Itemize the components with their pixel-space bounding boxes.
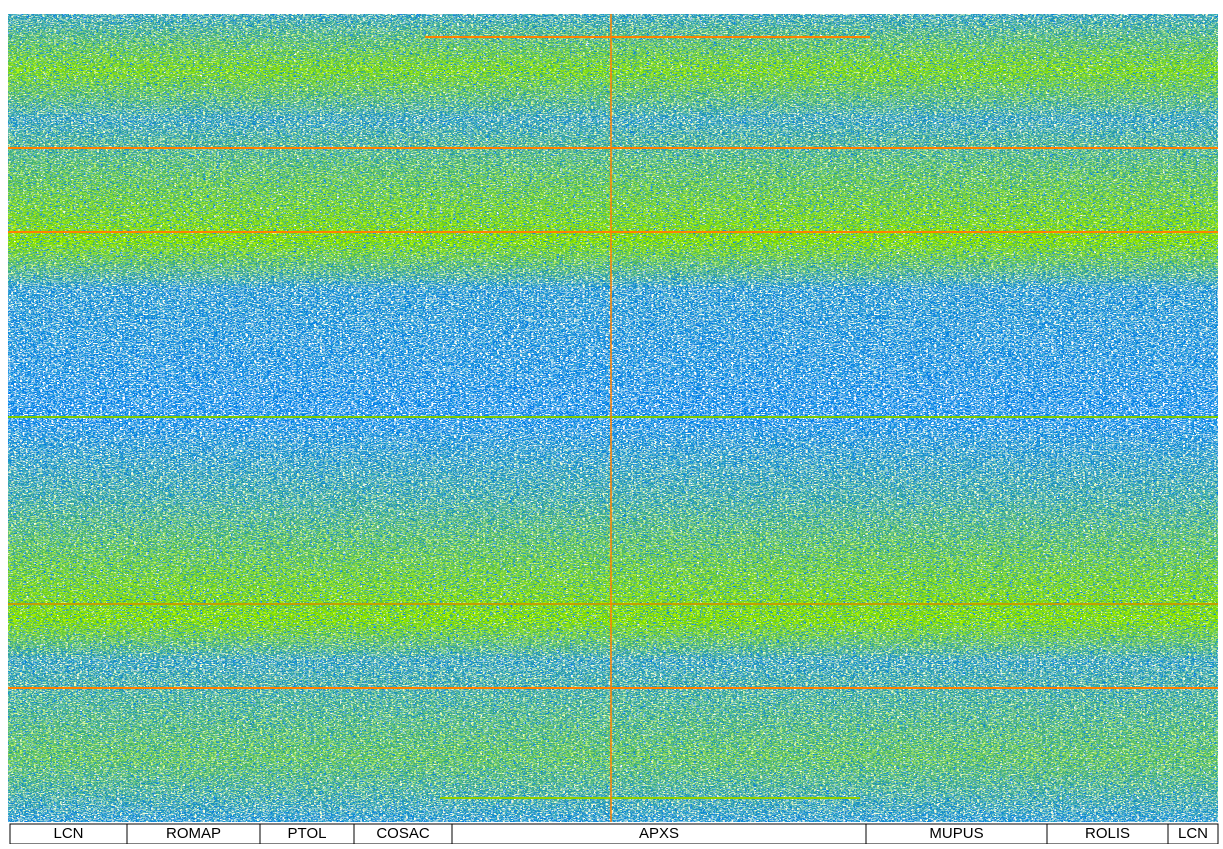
module-label[interactable]: COSAC <box>376 825 430 842</box>
module-label[interactable]: ROMAP <box>166 825 221 842</box>
module-label[interactable]: LCN <box>1178 825 1208 842</box>
module-label[interactable]: ROLIS <box>1085 825 1130 842</box>
module-label[interactable]: MUPUS <box>929 825 983 842</box>
module-label[interactable]: PTOL <box>288 825 327 842</box>
module-bar: LCN ROMAP PTOL COSAC APXS MUPUS ROLIS LCN <box>9 823 1219 845</box>
module-label[interactable]: LCN <box>53 825 83 842</box>
module-label[interactable]: APXS <box>639 825 679 842</box>
marker-lines <box>8 14 1218 822</box>
